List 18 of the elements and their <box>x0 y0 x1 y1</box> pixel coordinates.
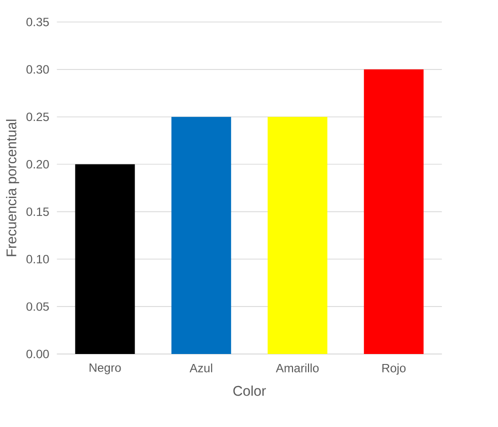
y-tick-label: 0.20 <box>26 160 49 169</box>
x-axis-title: Color <box>233 386 266 396</box>
y-tick-label: 0.25 <box>26 112 49 122</box>
y-tick-label: 0.35 <box>26 18 49 26</box>
bar <box>268 116 328 354</box>
x-tick-label: Negro <box>90 364 121 374</box>
bar <box>364 69 424 354</box>
y-axis-title: Frecuencia porcentual <box>6 120 20 256</box>
y-tick-label: 0.00 <box>26 350 49 358</box>
y-tick-label: 0.30 <box>26 65 49 74</box>
x-tick-label: Rojo <box>382 364 406 375</box>
y-tick-label: 0.15 <box>26 207 49 216</box>
x-tick-label: Amarillo <box>276 364 319 372</box>
y-tick-label: 0.05 <box>26 302 49 311</box>
bar <box>171 116 232 354</box>
x-tick-label: Azul <box>190 364 212 372</box>
y-tick-label: 0.10 <box>26 254 49 264</box>
bar <box>75 164 135 354</box>
